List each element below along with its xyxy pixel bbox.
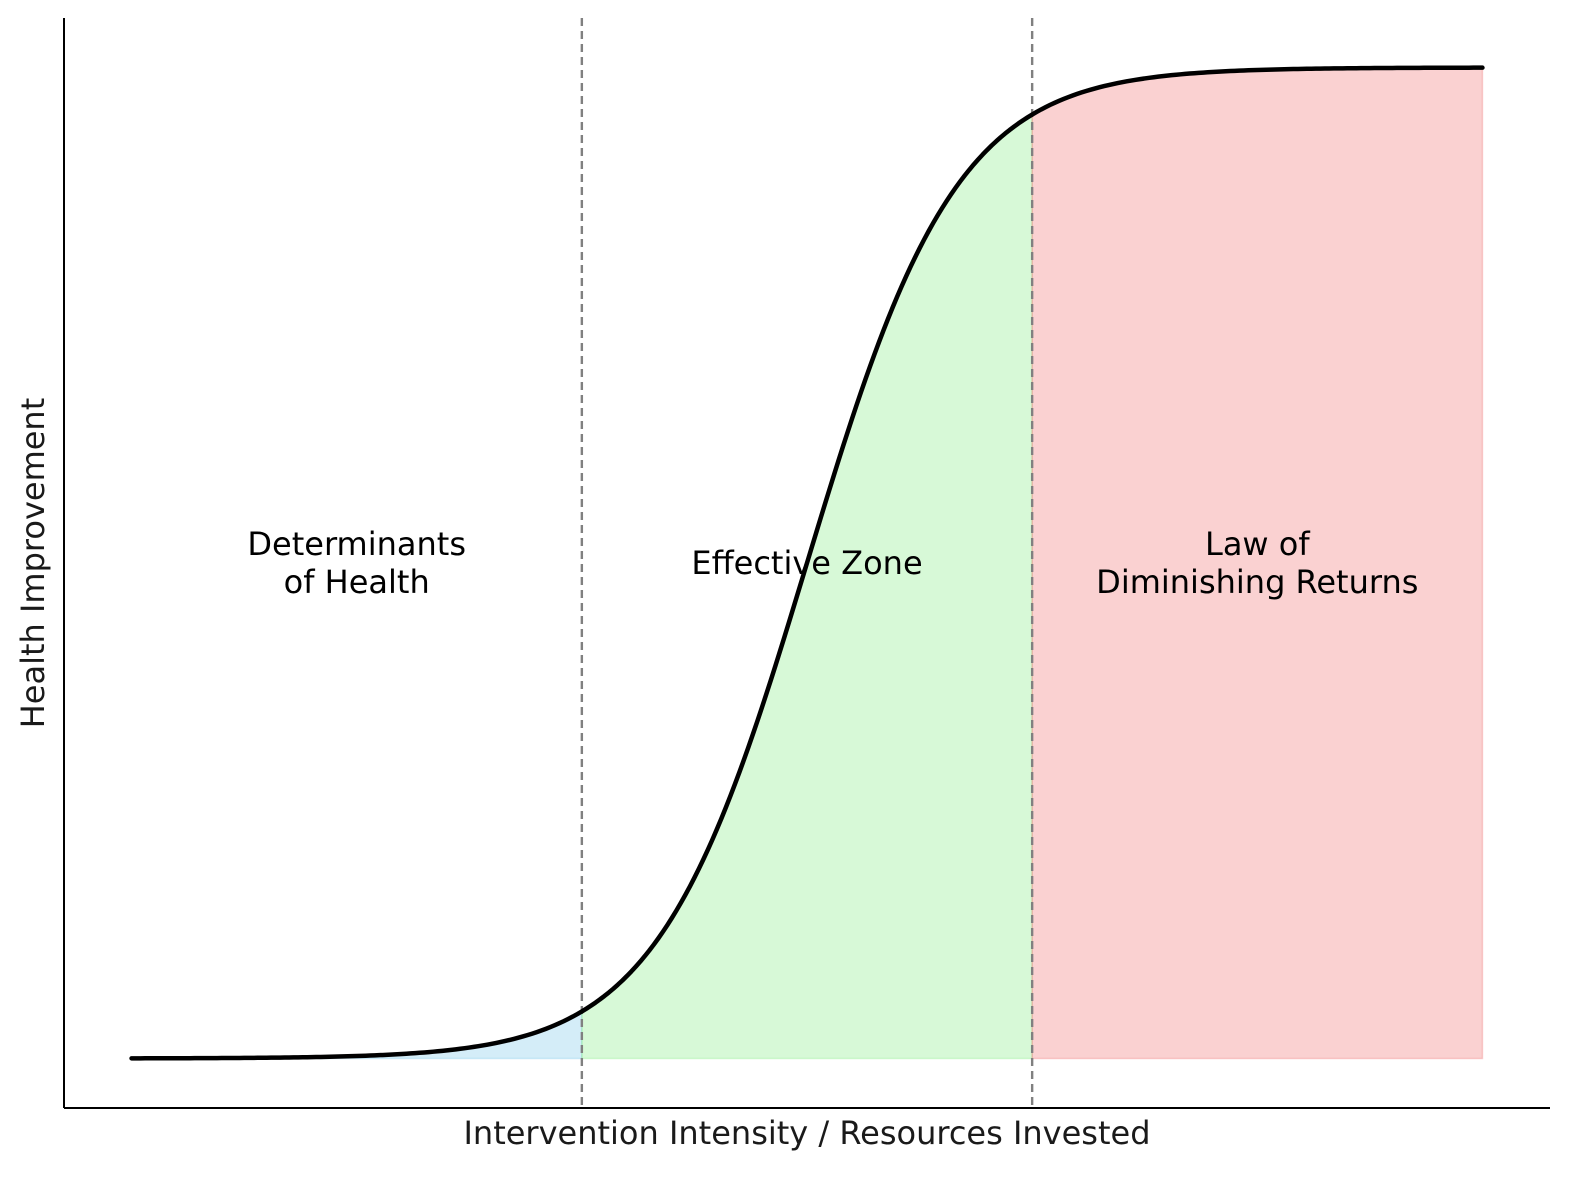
region-fill-2 <box>581 113 1033 1060</box>
response-curve <box>129 65 1485 1061</box>
y-axis-label: Health Improvement <box>14 398 52 729</box>
region-label-2: Effective Zone <box>691 544 922 582</box>
region-labels: Determinants of Health Effective Zone Law o… <box>247 525 1418 601</box>
region-label-1: Determinants of Health <box>247 525 466 601</box>
region-fill-1 <box>130 1010 583 1060</box>
x-axis-label: Intervention Intensity / Resources Inves… <box>463 1114 1150 1152</box>
region-label-3: Law of Diminishing Returns <box>1096 525 1418 601</box>
